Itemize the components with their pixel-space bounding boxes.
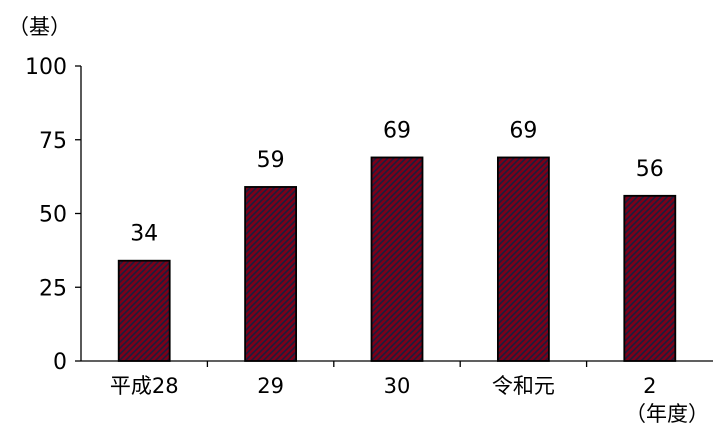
y-axis-unit-label: （基） xyxy=(8,15,71,39)
y-tick-label: 100 xyxy=(25,55,67,80)
x-tick-label: 平成28 xyxy=(110,374,179,398)
data-label: 59 xyxy=(257,148,285,173)
bar xyxy=(496,156,550,362)
x-axis-unit-label: （年度） xyxy=(625,402,709,426)
x-tick-label: 29 xyxy=(257,374,284,398)
data-label: 56 xyxy=(636,157,664,182)
x-tick-label: 令和元 xyxy=(492,374,555,398)
data-label: 69 xyxy=(509,118,537,143)
bars xyxy=(117,156,677,362)
bar xyxy=(117,259,171,362)
y-tick-label: 25 xyxy=(39,276,67,301)
data-label: 69 xyxy=(383,118,411,143)
data-label: 34 xyxy=(130,222,158,247)
y-tick-label: 0 xyxy=(53,350,67,375)
x-tick-label: 30 xyxy=(384,374,411,398)
x-tick-label: 2 xyxy=(643,374,656,398)
y-tick-label: 75 xyxy=(39,129,67,154)
labels: 0 25 50 75 100 34 平成28 59 29 69 30 69 令和元 56 2 xyxy=(25,55,664,398)
bar xyxy=(623,194,677,362)
bar xyxy=(370,156,424,362)
y-tick-label: 50 xyxy=(39,203,67,228)
bar xyxy=(244,186,298,362)
